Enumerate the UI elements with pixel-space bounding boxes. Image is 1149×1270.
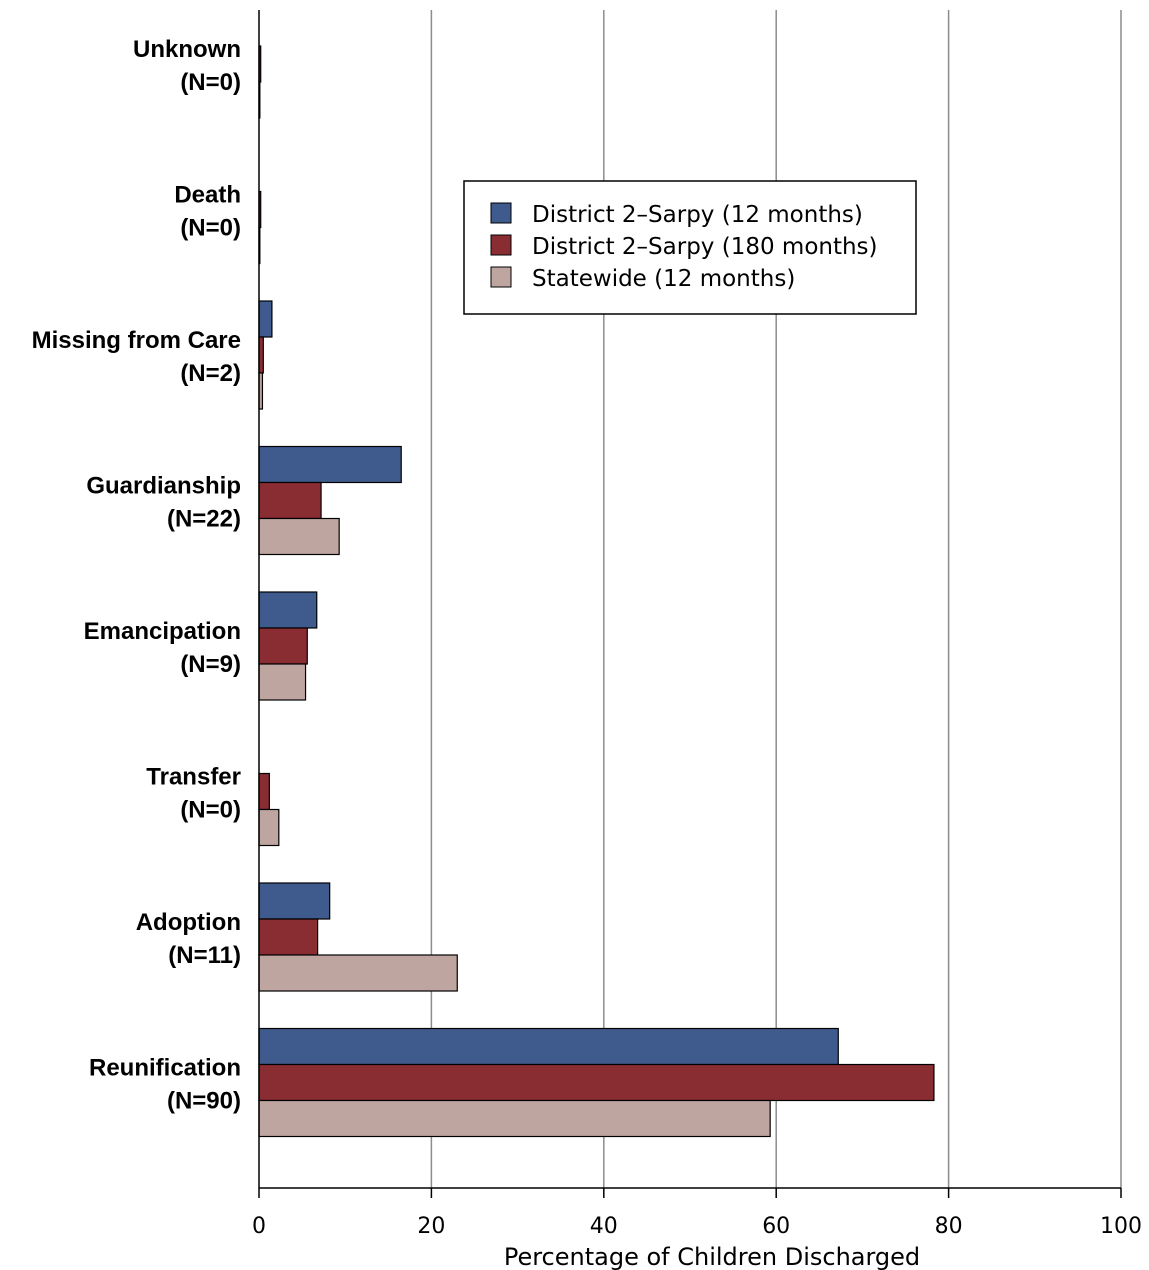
category-count: (N=11) — [168, 942, 241, 969]
category-label: Adoption — [136, 909, 241, 936]
category-count: (N=0) — [180, 797, 241, 824]
category-count: (N=9) — [180, 651, 241, 678]
category-label: Transfer — [146, 764, 241, 791]
category-label: Death — [174, 182, 241, 209]
category-count: (N=0) — [180, 69, 241, 96]
bar — [258, 445, 402, 484]
category-label: Missing from Care — [32, 327, 241, 354]
category-label: Guardianship — [86, 473, 241, 500]
bar — [258, 1027, 839, 1066]
bar — [258, 808, 280, 847]
bar — [258, 591, 318, 629]
legend-swatch — [490, 202, 512, 224]
bar — [258, 954, 458, 992]
legend-swatch — [490, 266, 512, 288]
category-count: (N=0) — [180, 215, 241, 242]
bar — [258, 918, 319, 956]
bar — [258, 627, 308, 665]
x-tick-label: 100 — [1100, 1214, 1142, 1239]
x-tick-label: 60 — [762, 1214, 790, 1239]
bar — [258, 517, 340, 556]
category-count: (N=90) — [167, 1088, 241, 1115]
legend: District 2–Sarpy (12 months) District 2–S… — [463, 180, 917, 315]
bars — [258, 45, 935, 1138]
bar — [258, 481, 322, 520]
category-count: (N=2) — [180, 360, 241, 387]
bar — [258, 663, 307, 701]
axes: 0 20 40 60 80 100 — [252, 10, 1142, 1239]
bar — [258, 300, 273, 338]
bar — [258, 1099, 771, 1138]
x-tick-label: 20 — [417, 1214, 445, 1239]
bar — [258, 772, 270, 811]
legend-label: District 2–Sarpy (180 months) — [532, 234, 878, 260]
category-labels: Unknown (N=0) Death (N=0) Missing from Care (… — [32, 36, 241, 1115]
x-tick-label: 0 — [252, 1214, 266, 1239]
category-label: Unknown — [133, 36, 241, 63]
legend-swatch — [490, 234, 512, 256]
bar — [258, 882, 331, 920]
legend-label: Statewide (12 months) — [532, 266, 795, 292]
bar — [258, 1063, 935, 1102]
legend-label: District 2–Sarpy (12 months) — [532, 202, 863, 228]
x-tick-label: 40 — [590, 1214, 618, 1239]
legend-box — [463, 180, 917, 315]
category-count: (N=22) — [167, 506, 241, 533]
x-tick-label: 80 — [935, 1214, 963, 1239]
x-axis-title: Percentage of Children Discharged — [504, 1243, 920, 1270]
category-label: Emancipation — [84, 618, 241, 645]
category-label: Reunification — [89, 1055, 241, 1082]
